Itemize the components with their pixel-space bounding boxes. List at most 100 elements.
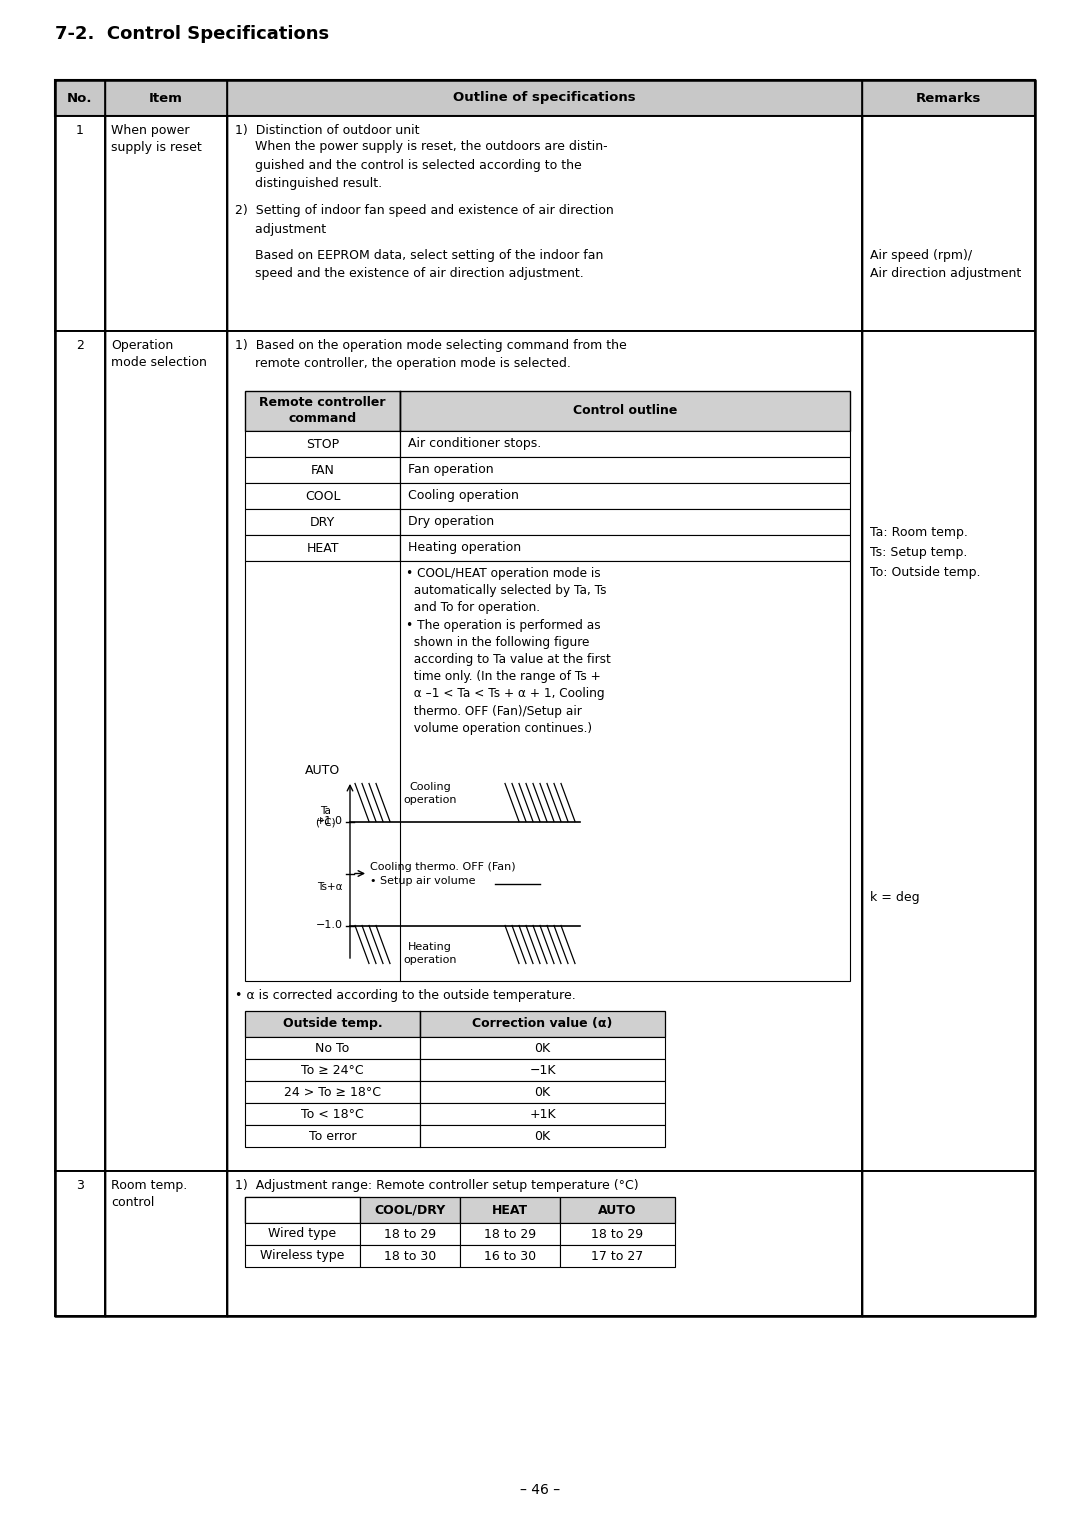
Bar xyxy=(360,1223,460,1244)
Text: +1K: +1K xyxy=(529,1107,556,1121)
Text: 2)  Setting of indoor fan speed and existence of air direction
     adjustment: 2) Setting of indoor fan speed and exist… xyxy=(235,204,613,235)
Text: Ta: Room temp.
Ts: Setup temp.
To: Outside temp.: Ta: Room temp. Ts: Setup temp. To: Outsi… xyxy=(870,526,981,580)
Text: +1.0: +1.0 xyxy=(316,816,343,827)
Text: Based on EEPROM data, select setting of the indoor fan
speed and the existence o: Based on EEPROM data, select setting of … xyxy=(255,249,604,281)
Text: No.: No. xyxy=(67,92,93,105)
Text: – 46 –: – 46 – xyxy=(519,1482,561,1498)
Text: • COOL/HEAT operation mode is
  automatically selected by Ta, Ts
  and To for op: • COOL/HEAT operation mode is automatica… xyxy=(406,567,611,735)
Bar xyxy=(245,1058,420,1081)
Text: 7-2.  Control Specifications: 7-2. Control Specifications xyxy=(55,24,329,43)
Text: 18 to 29: 18 to 29 xyxy=(484,1228,536,1240)
Bar xyxy=(245,1197,360,1223)
Text: −1K: −1K xyxy=(529,1063,556,1077)
Text: • Setup air volume: • Setup air volume xyxy=(370,875,475,886)
Text: Room temp.
control: Room temp. control xyxy=(111,1179,187,1209)
Text: −1.0: −1.0 xyxy=(316,921,343,930)
Text: Fan operation: Fan operation xyxy=(408,464,494,476)
Text: 2: 2 xyxy=(76,339,84,352)
Bar xyxy=(400,432,850,457)
Text: Ts+α: Ts+α xyxy=(318,883,343,892)
Bar xyxy=(561,1244,675,1267)
Bar xyxy=(245,1081,420,1103)
Bar xyxy=(360,1197,460,1223)
Text: Outline of specifications: Outline of specifications xyxy=(454,92,636,105)
Text: No To: No To xyxy=(315,1042,350,1054)
Bar xyxy=(420,1011,665,1037)
Text: Dry operation: Dry operation xyxy=(408,515,495,529)
Text: 16 to 30: 16 to 30 xyxy=(484,1249,536,1263)
Bar xyxy=(245,432,400,457)
Text: 1: 1 xyxy=(76,124,84,137)
Text: 1)  Based on the operation mode selecting command from the
     remote controlle: 1) Based on the operation mode selecting… xyxy=(235,339,626,371)
Bar xyxy=(420,1037,665,1058)
Text: 1)  Adjustment range: Remote controller setup temperature (°C): 1) Adjustment range: Remote controller s… xyxy=(235,1179,638,1193)
Bar xyxy=(245,561,850,981)
Text: Cooling operation: Cooling operation xyxy=(408,490,518,503)
Bar xyxy=(360,1244,460,1267)
Bar xyxy=(105,331,227,1171)
Text: Outside temp.: Outside temp. xyxy=(283,1017,382,1031)
Bar xyxy=(862,1171,1035,1316)
Bar xyxy=(400,509,850,535)
Bar xyxy=(460,1197,561,1223)
Text: 0K: 0K xyxy=(535,1042,551,1054)
Text: 0K: 0K xyxy=(535,1130,551,1142)
Text: 3: 3 xyxy=(76,1179,84,1193)
Bar xyxy=(55,116,105,331)
Bar xyxy=(862,331,1035,1171)
Bar xyxy=(245,1223,360,1244)
Bar xyxy=(245,483,400,509)
Text: • α is corrected according to the outside temperature.: • α is corrected according to the outsid… xyxy=(235,990,576,1002)
Bar xyxy=(55,1171,105,1316)
Text: 18 to 29: 18 to 29 xyxy=(383,1228,436,1240)
Bar xyxy=(227,116,862,331)
Bar xyxy=(105,116,227,331)
Text: Wireless type: Wireless type xyxy=(260,1249,345,1263)
Text: Air conditioner stops.: Air conditioner stops. xyxy=(408,438,541,450)
Bar xyxy=(561,1223,675,1244)
Text: AUTO: AUTO xyxy=(305,764,340,778)
Bar xyxy=(245,390,400,432)
Text: Control outline: Control outline xyxy=(572,404,677,418)
Bar xyxy=(245,535,400,561)
Text: 17 to 27: 17 to 27 xyxy=(592,1249,644,1263)
Text: Cooling thermo. OFF (Fan): Cooling thermo. OFF (Fan) xyxy=(370,862,515,871)
Text: 1)  Distinction of outdoor unit: 1) Distinction of outdoor unit xyxy=(235,124,419,137)
Text: 24 > To ≥ 18°C: 24 > To ≥ 18°C xyxy=(284,1086,381,1098)
Bar xyxy=(245,1197,360,1223)
Text: Cooling
operation: Cooling operation xyxy=(403,782,457,805)
Text: Heating operation: Heating operation xyxy=(408,541,522,555)
Text: FAN: FAN xyxy=(311,464,335,476)
Bar xyxy=(460,1223,561,1244)
Bar xyxy=(245,509,400,535)
Text: Air speed (rpm)/
Air direction adjustment: Air speed (rpm)/ Air direction adjustmen… xyxy=(870,249,1022,281)
Text: 0K: 0K xyxy=(535,1086,551,1098)
Text: Correction value (α): Correction value (α) xyxy=(472,1017,612,1031)
Bar xyxy=(420,1058,665,1081)
Bar xyxy=(105,1171,227,1316)
Text: To < 18°C: To < 18°C xyxy=(301,1107,364,1121)
Bar xyxy=(245,458,400,483)
Bar xyxy=(55,79,1035,116)
Text: Heating
operation: Heating operation xyxy=(403,942,457,965)
Text: Operation
mode selection: Operation mode selection xyxy=(111,339,207,369)
Text: STOP: STOP xyxy=(306,438,339,450)
Text: AUTO: AUTO xyxy=(598,1203,637,1217)
Bar xyxy=(400,535,850,561)
Text: When power
supply is reset: When power supply is reset xyxy=(111,124,202,154)
Text: COOL: COOL xyxy=(305,490,340,503)
Text: Item: Item xyxy=(149,92,183,105)
Bar xyxy=(420,1103,665,1125)
Text: Remote controller
command: Remote controller command xyxy=(259,396,386,425)
Bar xyxy=(460,1244,561,1267)
Bar xyxy=(420,1125,665,1147)
Text: Ta
(°C): Ta (°C) xyxy=(314,805,335,827)
Bar xyxy=(420,1081,665,1103)
Bar xyxy=(245,1011,420,1037)
Bar xyxy=(400,390,850,432)
Bar xyxy=(227,1171,862,1316)
Text: When the power supply is reset, the outdoors are distin-
guished and the control: When the power supply is reset, the outd… xyxy=(255,140,608,191)
Bar xyxy=(55,331,105,1171)
Text: To ≥ 24°C: To ≥ 24°C xyxy=(301,1063,364,1077)
Text: To error: To error xyxy=(309,1130,356,1142)
